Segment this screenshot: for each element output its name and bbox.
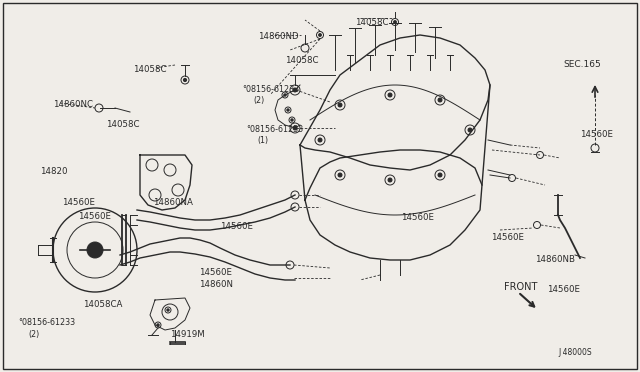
Circle shape	[157, 324, 159, 326]
Circle shape	[338, 103, 342, 107]
Text: FRONT: FRONT	[504, 282, 538, 292]
Circle shape	[293, 88, 297, 92]
Text: 14919M: 14919M	[170, 330, 205, 339]
Circle shape	[87, 242, 103, 258]
Circle shape	[388, 93, 392, 97]
Text: 14860NC: 14860NC	[53, 100, 93, 109]
Text: °08156-61233: °08156-61233	[242, 85, 299, 94]
Circle shape	[468, 128, 472, 132]
Circle shape	[438, 173, 442, 177]
Text: 14560E: 14560E	[491, 233, 524, 242]
Text: (1): (1)	[257, 136, 268, 145]
Text: °08156-61233: °08156-61233	[18, 318, 75, 327]
Text: 14560E: 14560E	[62, 198, 95, 207]
Text: 14860ND: 14860ND	[258, 32, 299, 41]
Text: 14560E: 14560E	[78, 212, 111, 221]
Text: 14058C: 14058C	[285, 56, 319, 65]
Text: 14560E: 14560E	[547, 285, 580, 294]
Text: 14560E: 14560E	[220, 222, 253, 231]
Text: SEC.165: SEC.165	[563, 60, 601, 69]
Circle shape	[394, 20, 396, 23]
Text: J 48000S: J 48000S	[558, 348, 591, 357]
Text: 14058C: 14058C	[133, 65, 166, 74]
Circle shape	[388, 178, 392, 182]
Circle shape	[167, 309, 169, 311]
Text: 14860NB: 14860NB	[535, 255, 575, 264]
Text: °08156-61233: °08156-61233	[246, 125, 303, 134]
Text: 14058CA: 14058CA	[83, 300, 122, 309]
Text: 14058C: 14058C	[106, 120, 140, 129]
Circle shape	[318, 138, 322, 142]
Text: (2): (2)	[253, 96, 264, 105]
Text: 14860N: 14860N	[199, 280, 233, 289]
Circle shape	[291, 119, 293, 121]
Circle shape	[287, 109, 289, 111]
Text: 14860NA: 14860NA	[153, 198, 193, 207]
Circle shape	[319, 33, 321, 36]
Circle shape	[438, 98, 442, 102]
Text: (2): (2)	[28, 330, 39, 339]
Circle shape	[184, 78, 187, 81]
Circle shape	[338, 173, 342, 177]
Text: 14560E: 14560E	[580, 130, 613, 139]
Circle shape	[284, 94, 286, 96]
Text: 14820: 14820	[40, 167, 67, 176]
Circle shape	[293, 126, 297, 130]
Text: 14560E: 14560E	[199, 268, 232, 277]
Text: 14560E: 14560E	[401, 213, 434, 222]
Text: 14058C: 14058C	[355, 18, 388, 27]
